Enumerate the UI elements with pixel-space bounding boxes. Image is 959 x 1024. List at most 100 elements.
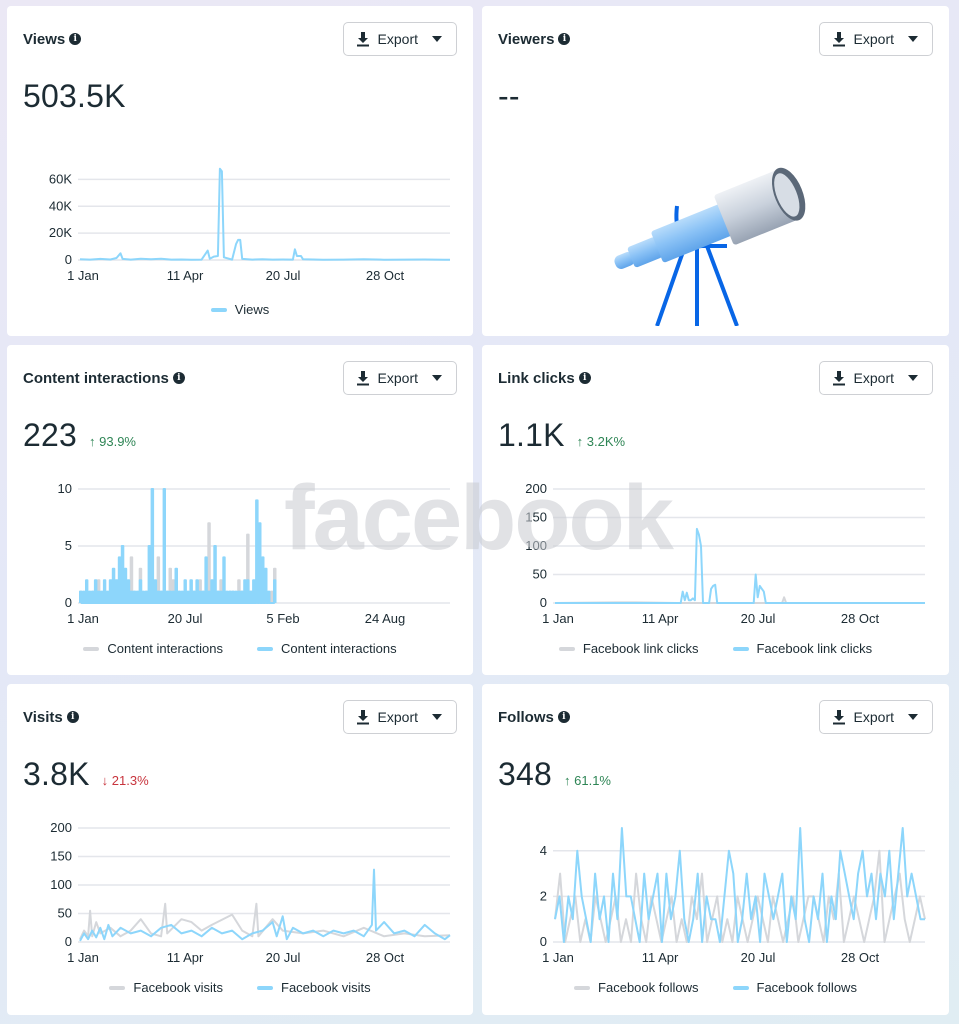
export-button[interactable]: Export xyxy=(818,700,933,734)
svg-text:1 Jan: 1 Jan xyxy=(542,950,574,965)
info-icon[interactable]: i xyxy=(172,372,185,384)
legend-swatch xyxy=(210,307,227,312)
svg-text:2: 2 xyxy=(540,888,547,903)
svg-text:0: 0 xyxy=(65,934,72,949)
legend-label: Facebook follows xyxy=(598,980,699,995)
chevron-down-icon xyxy=(908,375,918,381)
card-title: Viewers i xyxy=(498,31,571,48)
card-title: Views i xyxy=(23,30,82,48)
delta-badge: ↑ 93.9% xyxy=(89,434,136,449)
svg-text:5 Feb: 5 Feb xyxy=(266,611,299,626)
svg-text:0: 0 xyxy=(65,252,72,267)
download-icon xyxy=(356,32,369,47)
legend-label: Content interactions xyxy=(281,641,397,656)
views-title: Views xyxy=(23,30,66,48)
svg-text:1 Jan: 1 Jan xyxy=(67,268,99,283)
metric-value: 3.8K xyxy=(23,756,90,792)
download-icon xyxy=(356,710,369,725)
arrow-up-icon: ↑ xyxy=(564,773,571,788)
legend-swatch xyxy=(732,646,749,651)
delta-text: 3.2K% xyxy=(586,434,626,449)
svg-text:1 Jan: 1 Jan xyxy=(67,950,99,965)
legend-swatch xyxy=(574,985,591,990)
export-label: Export xyxy=(853,31,894,47)
metric-value: 1.1K xyxy=(498,417,565,453)
legend-item[interactable]: Content interactions xyxy=(83,641,223,656)
legend-item[interactable]: Views xyxy=(210,302,270,317)
legend-swatch xyxy=(109,985,126,990)
legend-swatch xyxy=(257,646,273,651)
legend-label: Facebook visits xyxy=(281,980,371,995)
svg-text:24 Aug: 24 Aug xyxy=(365,611,406,626)
export-button[interactable]: Export xyxy=(818,22,933,56)
card-title: Visits i xyxy=(23,709,79,726)
chart-legend: Facebook follows Facebook follows xyxy=(482,980,949,995)
download-icon xyxy=(832,710,845,725)
svg-text:150: 150 xyxy=(50,849,72,864)
svg-text:28 Oct: 28 Oct xyxy=(366,268,405,283)
svg-text:11 Apr: 11 Apr xyxy=(167,268,204,283)
export-button[interactable]: Export xyxy=(342,361,457,395)
export-button[interactable]: Export xyxy=(818,361,933,395)
content-interactions-chart: 0 5 10 1 Jan 20 Jul 5 Feb 24 Aug xyxy=(58,481,450,626)
svg-text:0: 0 xyxy=(540,595,547,610)
info-icon[interactable]: i xyxy=(557,711,570,723)
download-icon xyxy=(832,371,845,386)
info-icon[interactable]: i xyxy=(66,711,79,723)
card-title: Follows i xyxy=(498,709,570,726)
content-interactions-card: Content interactions i Export 223 ↑ 93.9… xyxy=(7,345,473,675)
delta-text: 93.9% xyxy=(99,434,136,449)
card-title: Content interactions i xyxy=(23,370,185,387)
svg-text:5: 5 xyxy=(65,538,72,553)
legend-item[interactable]: Facebook follows xyxy=(732,980,857,995)
svg-text:200: 200 xyxy=(525,481,547,496)
info-icon[interactable]: i xyxy=(578,372,591,384)
legend-label: Views xyxy=(234,302,270,317)
chart-legend: Facebook visits Facebook visits xyxy=(7,980,473,995)
chevron-down-icon xyxy=(908,714,918,720)
svg-text:20 Jul: 20 Jul xyxy=(741,950,776,965)
svg-text:4: 4 xyxy=(540,843,547,858)
legend-swatch xyxy=(558,646,575,651)
chart-legend: Content interactions Content interaction… xyxy=(7,641,473,656)
svg-text:100: 100 xyxy=(50,877,72,892)
legend-label: Facebook follows xyxy=(756,980,857,995)
arrow-down-icon: ↓ xyxy=(101,773,109,788)
legend-item[interactable]: Facebook link clicks xyxy=(558,641,699,656)
export-label: Export xyxy=(853,709,894,725)
svg-text:0: 0 xyxy=(540,934,547,949)
legend-item[interactable]: Facebook follows xyxy=(574,980,699,995)
link-clicks-title: Link clicks xyxy=(498,369,575,387)
export-label: Export xyxy=(377,370,418,386)
legend-label: Content interactions xyxy=(107,641,223,656)
info-icon[interactable]: i xyxy=(558,33,571,45)
chart-legend: Facebook link clicks Facebook link click… xyxy=(482,641,949,656)
follows-title: Follows xyxy=(498,708,554,726)
export-button[interactable]: Export xyxy=(342,22,457,56)
svg-text:150: 150 xyxy=(525,510,547,525)
insights-grid: Views i Export 503.5K 0 20K 40K 60K 1 Jan 11 … xyxy=(7,6,949,1015)
delta-badge: ↑ 61.1% xyxy=(564,773,611,788)
chart-legend: Views xyxy=(7,302,473,317)
svg-text:100: 100 xyxy=(525,538,547,553)
follows-card: Follows i Export 348 ↑ 61.1% 0 2 4 1 Jan 11 … xyxy=(482,684,949,1015)
views-card: Views i Export 503.5K 0 20K 40K 60K 1 Jan 11 … xyxy=(7,6,473,336)
metric-value: 348 xyxy=(498,756,552,792)
download-icon xyxy=(832,32,845,47)
legend-item[interactable]: Facebook link clicks xyxy=(732,641,872,656)
metric-value: -- xyxy=(498,78,520,114)
download-icon xyxy=(356,371,369,386)
chevron-down-icon xyxy=(908,36,918,42)
info-icon[interactable]: i xyxy=(69,33,82,45)
svg-text:28 Oct: 28 Oct xyxy=(841,611,880,626)
legend-item[interactable]: Facebook visits xyxy=(109,980,223,995)
svg-text:20K: 20K xyxy=(49,225,72,240)
arrow-up-icon: ↑ xyxy=(89,434,96,449)
legend-item[interactable]: Content interactions xyxy=(257,641,397,656)
legend-item[interactable]: Facebook visits xyxy=(257,980,371,995)
arrow-up-icon: ↑ xyxy=(576,434,584,449)
svg-text:28 Oct: 28 Oct xyxy=(841,950,880,965)
export-button[interactable]: Export xyxy=(342,700,457,734)
views-chart: 0 20K 40K 60K 1 Jan 11 Apr 20 Jul 28 Oct xyxy=(49,167,450,283)
svg-text:28 Oct: 28 Oct xyxy=(366,950,405,965)
